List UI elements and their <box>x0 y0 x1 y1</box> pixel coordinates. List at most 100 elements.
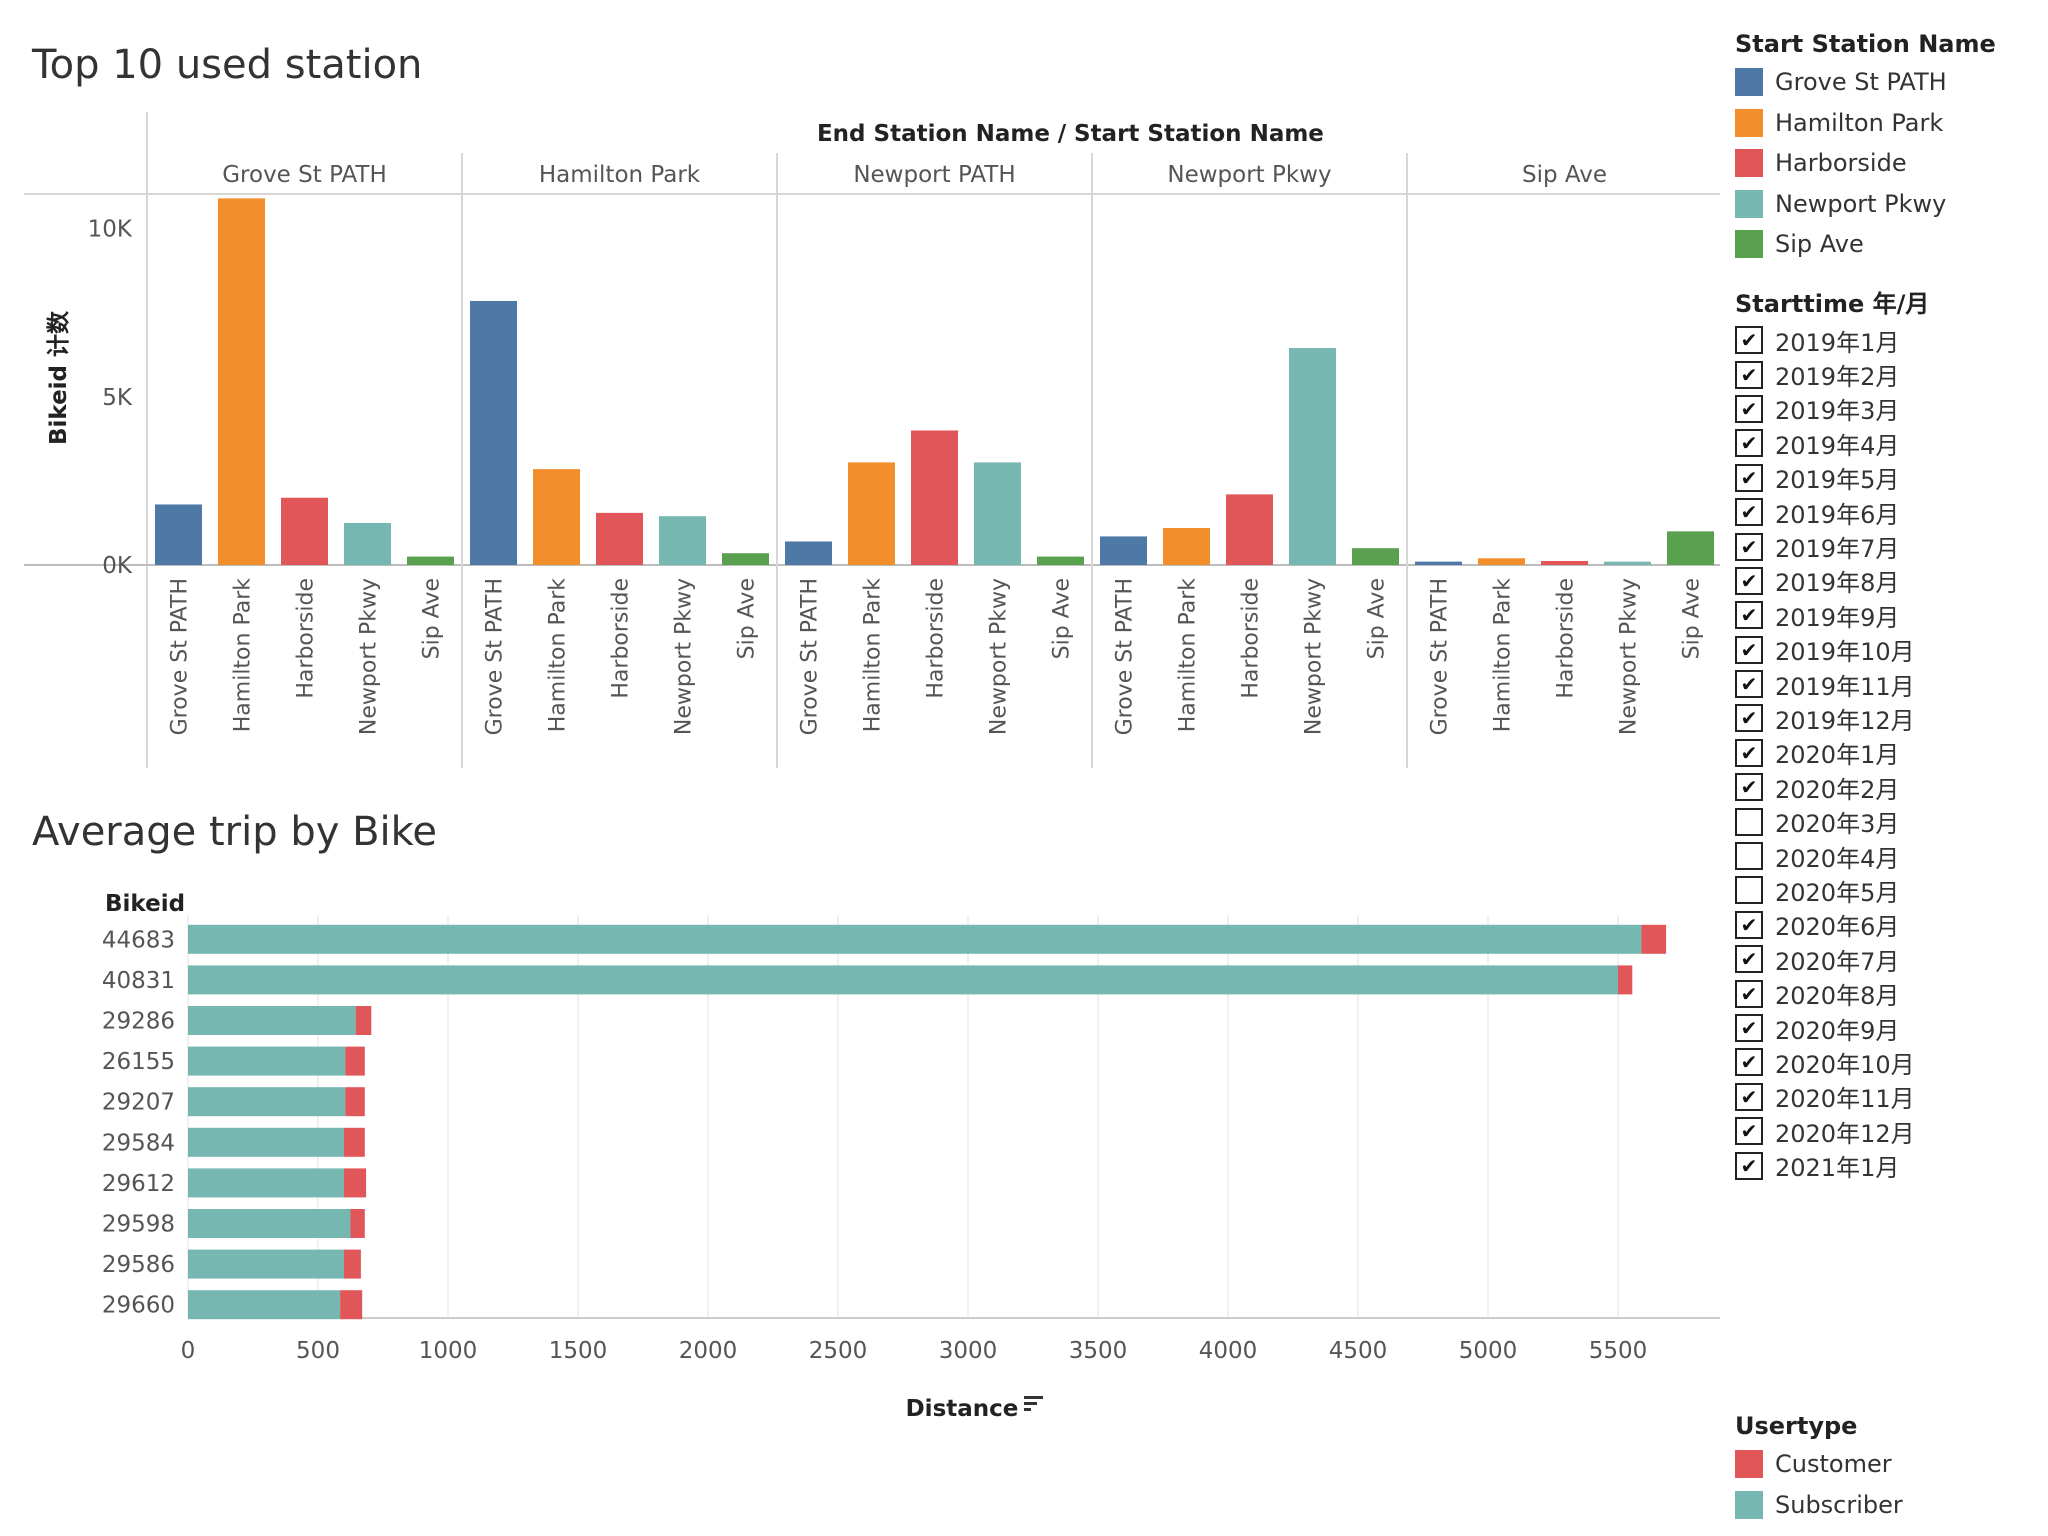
bar-newport-path-newport-pkwy[interactable] <box>974 462 1021 565</box>
checkbox-checked-icon[interactable]: ✔ <box>1735 601 1763 630</box>
bar-29586-subscriber[interactable] <box>188 1249 344 1279</box>
checkbox-checked-icon[interactable]: ✔ <box>1735 532 1763 561</box>
bar-sip-ave-newport-pkwy[interactable] <box>1604 561 1651 565</box>
filter-item[interactable]: ✔ 2019年6月 <box>1735 495 2035 529</box>
filter-item[interactable]: ✔ 2020年10月 <box>1735 1045 2035 1079</box>
bar-29598-customer[interactable] <box>350 1209 365 1238</box>
filter-item[interactable]: ✔ 2020年2月 <box>1735 770 2035 804</box>
checkbox-checked-icon[interactable]: ✔ <box>1735 498 1763 527</box>
bar-sip-ave-grove-st-path[interactable] <box>1415 561 1462 565</box>
bar-newport-pkwy-newport-pkwy[interactable] <box>1289 348 1336 565</box>
filter-item[interactable]: ✔ 2020年12月 <box>1735 1114 2035 1148</box>
bar-newport-path-sip-ave[interactable] <box>1037 556 1084 565</box>
filter-item[interactable]: ✔ 2019年10月 <box>1735 633 2035 667</box>
filter-item[interactable]: ✔ 2020年6月 <box>1735 908 2035 942</box>
filter-item[interactable]: ✔ 2019年8月 <box>1735 564 2035 598</box>
legend-item-newport-pkwy[interactable]: Newport Pkwy <box>1735 184 2035 225</box>
checkbox-checked-icon[interactable]: ✔ <box>1735 704 1763 733</box>
checkbox-checked-icon[interactable]: ✔ <box>1735 360 1763 389</box>
bar-29286-subscriber[interactable] <box>188 1006 356 1035</box>
bar-29660-subscriber[interactable] <box>188 1290 341 1320</box>
bar-newport-pkwy-hamilton-park[interactable] <box>1163 528 1210 565</box>
bar-hamilton-park-newport-pkwy[interactable] <box>659 516 706 565</box>
bar-grove-st-path-harborside[interactable] <box>281 497 328 565</box>
checkbox-checked-icon[interactable]: ✔ <box>1735 429 1763 458</box>
bar-newport-path-grove-st-path[interactable] <box>785 541 832 565</box>
checkbox-checked-icon[interactable]: ✔ <box>1735 1014 1763 1042</box>
filter-item[interactable]: ✔ 2019年3月 <box>1735 392 2035 426</box>
legend-item-grove-st-path[interactable]: Grove St PATH <box>1735 62 2035 103</box>
bar-44683-customer[interactable] <box>1641 924 1667 954</box>
filter-item[interactable]: ✔ 2021年1月 <box>1735 1148 2035 1182</box>
filter-item[interactable]: 2020年5月 <box>1735 873 2035 907</box>
bar-sip-ave-harborside[interactable] <box>1541 560 1588 565</box>
bar-newport-path-harborside[interactable] <box>911 430 958 565</box>
legend-item-hamilton-park[interactable]: Hamilton Park <box>1735 103 2035 144</box>
bar-29598-subscriber[interactable] <box>188 1209 351 1238</box>
checkbox-checked-icon[interactable]: ✔ <box>1735 635 1763 664</box>
filter-item[interactable]: ✔ 2019年7月 <box>1735 529 2035 563</box>
filter-item[interactable]: ✔ 2019年12月 <box>1735 701 2035 735</box>
bar-newport-path-hamilton-park[interactable] <box>848 462 895 565</box>
legend-item-customer[interactable]: Customer <box>1735 1444 2035 1485</box>
bar-sip-ave-sip-ave[interactable] <box>1667 531 1714 565</box>
bar-grove-st-path-grove-st-path[interactable] <box>155 504 202 565</box>
checkbox-checked-icon[interactable]: ✔ <box>1735 1117 1763 1146</box>
bar-newport-pkwy-sip-ave[interactable] <box>1352 548 1399 565</box>
filter-item[interactable]: ✔ 2019年2月 <box>1735 357 2035 391</box>
bar-grove-st-path-hamilton-park[interactable] <box>218 198 265 565</box>
filter-item[interactable]: ✔ 2020年1月 <box>1735 736 2035 770</box>
filter-item[interactable]: ✔ 2019年9月 <box>1735 598 2035 632</box>
checkbox-unchecked-icon[interactable] <box>1735 807 1763 836</box>
bar-hamilton-park-harborside[interactable] <box>596 512 643 565</box>
checkbox-checked-icon[interactable]: ✔ <box>1735 738 1763 767</box>
checkbox-checked-icon[interactable]: ✔ <box>1735 979 1763 1008</box>
checkbox-checked-icon[interactable]: ✔ <box>1735 463 1763 492</box>
bar-29207-subscriber[interactable] <box>188 1087 346 1117</box>
filter-item[interactable]: 2020年3月 <box>1735 804 2035 838</box>
bar-hamilton-park-hamilton-park[interactable] <box>533 469 580 565</box>
bar-26155-subscriber[interactable] <box>188 1046 346 1076</box>
bar-29584-customer[interactable] <box>344 1127 365 1157</box>
filter-item[interactable]: ✔ 2020年7月 <box>1735 942 2035 976</box>
bar-44683-subscriber[interactable] <box>188 924 1642 954</box>
filter-item[interactable]: 2020年4月 <box>1735 839 2035 873</box>
bar-40831-subscriber[interactable] <box>188 965 1618 995</box>
checkbox-checked-icon[interactable]: ✔ <box>1735 326 1763 355</box>
bar-40831-customer[interactable] <box>1618 965 1633 995</box>
filter-item[interactable]: ✔ 2019年4月 <box>1735 426 2035 460</box>
bar-29612-customer[interactable] <box>344 1168 367 1198</box>
bar-29612-subscriber[interactable] <box>188 1168 344 1198</box>
bar-hamilton-park-sip-ave[interactable] <box>722 553 769 565</box>
bar-sip-ave-hamilton-park[interactable] <box>1478 558 1525 565</box>
checkbox-checked-icon[interactable]: ✔ <box>1735 394 1763 423</box>
filter-item[interactable]: ✔ 2020年8月 <box>1735 976 2035 1010</box>
sort-descending-icon[interactable] <box>1022 1392 1044 1414</box>
checkbox-checked-icon[interactable]: ✔ <box>1735 1082 1763 1111</box>
bar-29660-customer[interactable] <box>340 1290 363 1320</box>
bar-29584-subscriber[interactable] <box>188 1127 344 1157</box>
checkbox-checked-icon[interactable]: ✔ <box>1735 670 1763 699</box>
bar-grove-st-path-sip-ave[interactable] <box>407 556 454 565</box>
filter-item[interactable]: ✔ 2019年1月 <box>1735 323 2035 357</box>
checkbox-unchecked-icon[interactable] <box>1735 842 1763 871</box>
checkbox-unchecked-icon[interactable] <box>1735 876 1763 905</box>
checkbox-checked-icon[interactable]: ✔ <box>1735 566 1763 595</box>
bar-newport-pkwy-harborside[interactable] <box>1226 494 1273 565</box>
checkbox-checked-icon[interactable]: ✔ <box>1735 910 1763 939</box>
bar-26155-customer[interactable] <box>345 1046 365 1076</box>
bar-grove-st-path-newport-pkwy[interactable] <box>344 522 391 565</box>
bar-29586-customer[interactable] <box>344 1249 361 1279</box>
legend-item-subscriber[interactable]: Subscriber <box>1735 1485 2035 1526</box>
filter-item[interactable]: ✔ 2019年5月 <box>1735 461 2035 495</box>
checkbox-checked-icon[interactable]: ✔ <box>1735 945 1763 974</box>
filter-item[interactable]: ✔ 2020年9月 <box>1735 1011 2035 1045</box>
bar-29286-customer[interactable] <box>355 1006 372 1035</box>
checkbox-checked-icon[interactable]: ✔ <box>1735 1151 1763 1180</box>
checkbox-checked-icon[interactable]: ✔ <box>1735 773 1763 802</box>
filter-item[interactable]: ✔ 2019年11月 <box>1735 667 2035 701</box>
bar-29207-customer[interactable] <box>345 1087 365 1117</box>
bar-hamilton-park-grove-st-path[interactable] <box>470 300 517 565</box>
filter-item[interactable]: ✔ 2020年11月 <box>1735 1080 2035 1114</box>
legend-item-sip-ave[interactable]: Sip Ave <box>1735 224 2035 265</box>
